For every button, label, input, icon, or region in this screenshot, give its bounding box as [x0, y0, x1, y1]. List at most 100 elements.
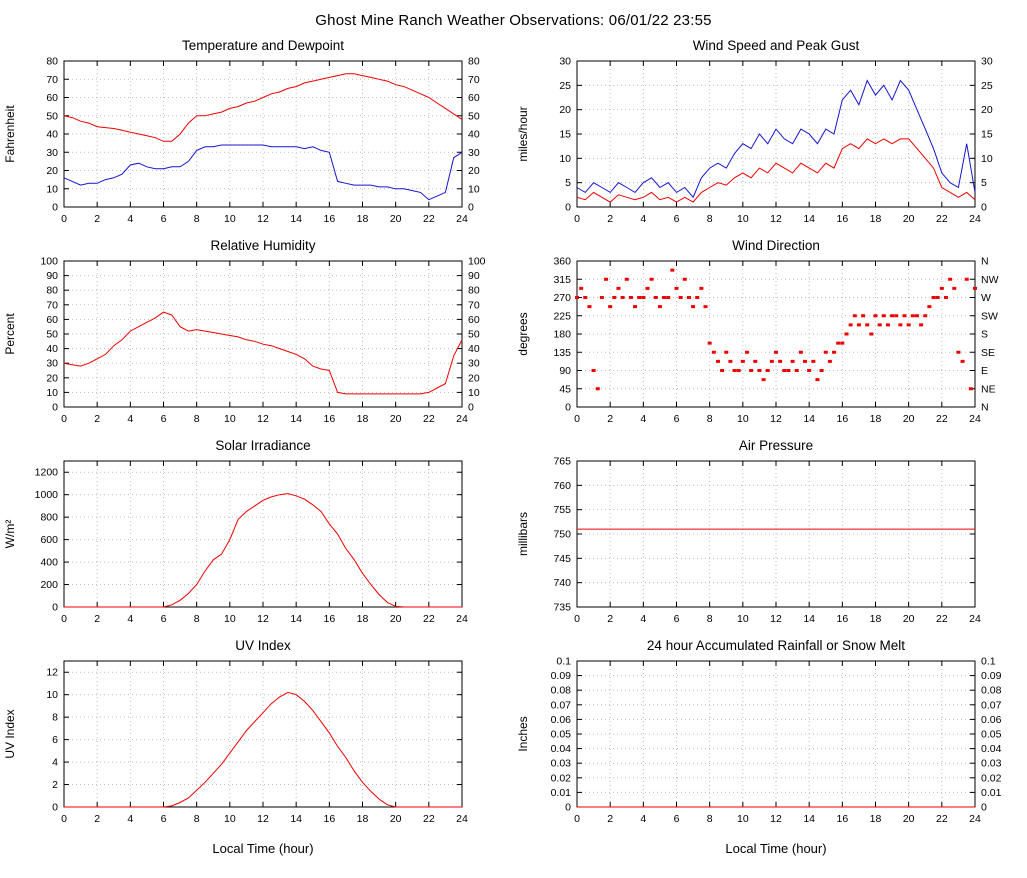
svg-text:2: 2	[607, 613, 613, 625]
svg-text:16: 16	[836, 813, 848, 825]
svg-text:0.05: 0.05	[551, 729, 572, 741]
svg-text:0.01: 0.01	[551, 787, 572, 799]
svg-text:16: 16	[836, 413, 848, 425]
svg-text:30: 30	[981, 56, 993, 68]
svg-text:6: 6	[161, 613, 167, 625]
svg-text:16: 16	[836, 213, 848, 225]
svg-text:2: 2	[52, 779, 58, 791]
svg-text:Fahrenheit: Fahrenheit	[3, 105, 17, 163]
svg-text:Air Pressure: Air Pressure	[739, 438, 813, 453]
svg-text:0: 0	[52, 402, 58, 414]
svg-text:14: 14	[803, 813, 815, 825]
svg-text:12: 12	[46, 667, 58, 679]
svg-text:4: 4	[127, 613, 133, 625]
svg-text:20: 20	[903, 213, 915, 225]
svg-text:20: 20	[46, 165, 58, 177]
svg-text:600: 600	[40, 534, 58, 546]
svg-text:14: 14	[803, 413, 815, 425]
svg-text:Percent: Percent	[3, 313, 17, 355]
svg-text:25: 25	[981, 80, 993, 92]
svg-text:0: 0	[61, 213, 67, 225]
svg-text:10: 10	[737, 813, 749, 825]
svg-text:100: 100	[468, 256, 486, 268]
svg-text:40: 40	[468, 129, 480, 141]
svg-text:200: 200	[40, 579, 58, 591]
svg-text:80: 80	[468, 285, 480, 297]
svg-text:0: 0	[565, 202, 571, 214]
svg-text:2: 2	[607, 813, 613, 825]
chart-wind-speed-gust: 0 2 4 6 8 10 12 14 16 18 20 22 24 0 0 5 5 10 10 15 15 20 20 25 2…	[513, 35, 1027, 235]
svg-text:Local Time (hour): Local Time (hour)	[212, 841, 313, 856]
svg-text:100: 100	[40, 256, 58, 268]
svg-text:30: 30	[46, 147, 58, 159]
svg-text:6: 6	[674, 213, 680, 225]
svg-text:10: 10	[981, 153, 993, 165]
chart-rainfall: 0 2 4 6 8 10 12 14 16 18 20 22 24 0 0 0.01 0.01 0.02 0.02 0…	[513, 635, 1027, 861]
svg-text:0: 0	[574, 813, 580, 825]
svg-text:20: 20	[390, 813, 402, 825]
svg-text:millibars: millibars	[516, 512, 530, 556]
svg-text:8: 8	[707, 813, 713, 825]
svg-text:90: 90	[468, 270, 480, 282]
svg-text:2: 2	[94, 813, 100, 825]
svg-text:24: 24	[456, 613, 468, 625]
svg-text:20: 20	[903, 813, 915, 825]
svg-text:735: 735	[553, 602, 571, 614]
svg-text:4: 4	[127, 413, 133, 425]
svg-text:14: 14	[290, 613, 302, 625]
svg-text:0.09: 0.09	[981, 670, 1002, 682]
svg-text:18: 18	[357, 813, 369, 825]
svg-text:0: 0	[574, 613, 580, 625]
svg-text:0.03: 0.03	[981, 758, 1002, 770]
svg-text:270: 270	[553, 292, 571, 304]
svg-text:0: 0	[61, 413, 67, 425]
svg-text:22: 22	[936, 213, 948, 225]
svg-text:8: 8	[52, 712, 58, 724]
svg-text:760: 760	[553, 480, 571, 492]
svg-text:10: 10	[224, 413, 236, 425]
svg-text:0: 0	[61, 613, 67, 625]
svg-text:0: 0	[52, 802, 58, 814]
svg-text:8: 8	[707, 613, 713, 625]
svg-text:10: 10	[468, 387, 480, 399]
svg-text:12: 12	[770, 613, 782, 625]
svg-text:0.03: 0.03	[551, 758, 572, 770]
svg-text:10: 10	[46, 387, 58, 399]
svg-text:40: 40	[46, 343, 58, 355]
svg-text:1000: 1000	[35, 489, 59, 501]
svg-text:0.01: 0.01	[981, 787, 1002, 799]
svg-text:10: 10	[46, 183, 58, 195]
svg-text:0.1: 0.1	[556, 656, 571, 668]
svg-text:40: 40	[46, 129, 58, 141]
svg-text:0.02: 0.02	[981, 772, 1002, 784]
svg-text:20: 20	[390, 413, 402, 425]
svg-text:0: 0	[61, 813, 67, 825]
chart-solar-irradiance: 0 2 4 6 8 10 12 14 16 18 20 22 24 0 200 400 600 800 1000 12…	[0, 435, 513, 635]
svg-text:15: 15	[559, 129, 571, 141]
svg-text:80: 80	[46, 56, 58, 68]
svg-text:8: 8	[194, 813, 200, 825]
svg-text:30: 30	[46, 358, 58, 370]
svg-text:10: 10	[559, 153, 571, 165]
svg-text:0: 0	[52, 202, 58, 214]
svg-text:24: 24	[969, 213, 981, 225]
svg-text:315: 315	[553, 274, 571, 286]
svg-text:NE: NE	[981, 383, 996, 395]
rainfall-plot: 0 2 4 6 8 10 12 14 16 18 20 22 240 00.01 0.010.02 0.020…	[516, 638, 1002, 856]
svg-text:24: 24	[969, 413, 981, 425]
svg-text:0: 0	[468, 202, 474, 214]
svg-text:800: 800	[40, 512, 58, 524]
svg-text:745: 745	[553, 553, 571, 565]
svg-text:14: 14	[803, 213, 815, 225]
svg-text:18: 18	[870, 213, 882, 225]
svg-text:24: 24	[456, 213, 468, 225]
svg-text:90: 90	[559, 365, 571, 377]
svg-text:0: 0	[981, 802, 987, 814]
svg-text:S: S	[981, 329, 988, 341]
svg-text:18: 18	[870, 613, 882, 625]
svg-text:20: 20	[390, 213, 402, 225]
svg-text:4: 4	[640, 813, 646, 825]
svg-text:20: 20	[981, 104, 993, 116]
